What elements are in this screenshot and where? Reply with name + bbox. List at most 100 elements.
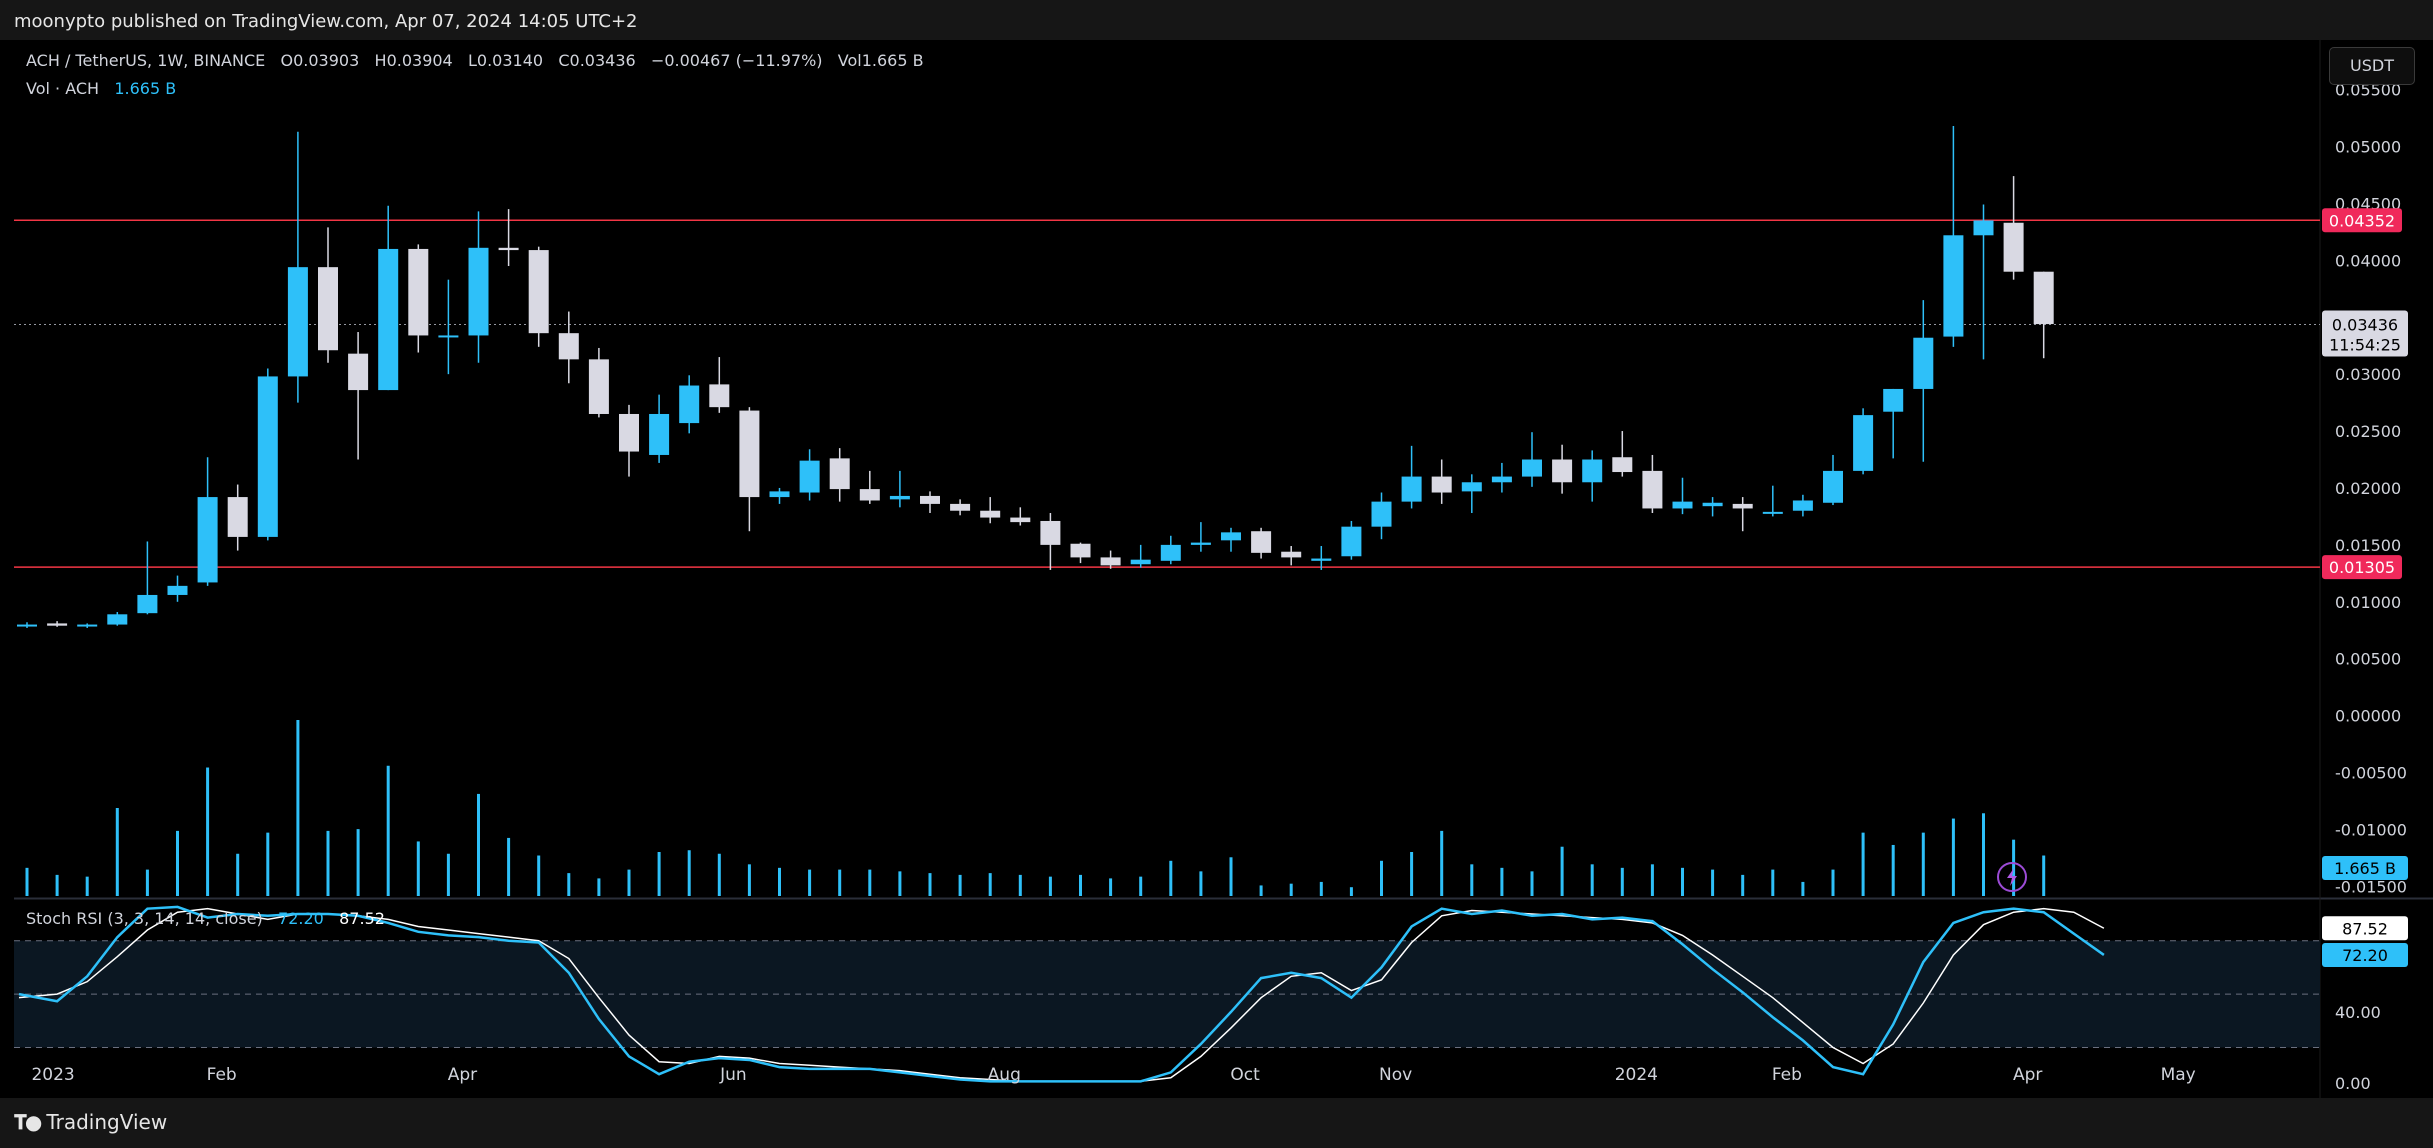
volume-bar — [1771, 869, 1775, 896]
current-price-tag — [2322, 310, 2408, 357]
candle-body — [498, 247, 519, 251]
volume-bar — [868, 869, 872, 896]
candle-body — [197, 497, 218, 583]
time-axis-label: Apr — [448, 1065, 477, 1085]
volume-bar — [1229, 857, 1233, 896]
time-axis-label: Apr — [2013, 1065, 2042, 1085]
candle-body — [1642, 470, 1663, 509]
chart-area[interactable]: 0.055000.050000.045000.040000.035000.030… — [0, 40, 2433, 1098]
candle-body — [287, 267, 308, 377]
candle-body — [980, 510, 1001, 518]
volume-bar — [1199, 871, 1203, 896]
symbol-legend: ACH / TetherUS, 1W, BINANCE O0.03903 H0.… — [26, 51, 924, 70]
price-axis-label: -0.01500 — [2335, 877, 2407, 896]
volume-bar — [115, 808, 119, 896]
stoch-axis-label: 40.00 — [2335, 1003, 2381, 1022]
stoch-d-value: 87.52 — [339, 909, 385, 928]
stoch-k-tag — [2322, 942, 2408, 967]
stoch-d-tag — [2322, 916, 2408, 941]
volume-value: 1.665 B — [114, 79, 177, 98]
ohlc-high: H0.03904 — [374, 51, 453, 70]
volume-bar — [2012, 839, 2016, 896]
candle-body — [1973, 220, 1994, 236]
stoch-k-value: 72.20 — [278, 909, 324, 928]
volume-bar — [1169, 860, 1173, 896]
candle-body — [378, 248, 399, 391]
price-axis-label: 0.02500 — [2335, 422, 2401, 441]
candle-body — [1823, 470, 1843, 503]
volume-bar — [1741, 874, 1745, 896]
volume-bar — [1079, 874, 1082, 896]
candle-body — [1251, 531, 1272, 553]
volume-bar — [1620, 867, 1624, 896]
stoch-k-line — [18, 905, 2105, 1083]
candle-body — [2003, 222, 2024, 272]
candle-body — [1010, 517, 1031, 523]
current-price-label: 0.03436 — [2332, 316, 2398, 335]
volume-bar — [55, 874, 59, 896]
candle-body — [1491, 476, 1512, 483]
volume-bar — [296, 720, 300, 896]
candle-body — [889, 495, 910, 500]
lightning-icon[interactable] — [1997, 862, 2027, 892]
volume-bar — [988, 873, 992, 896]
candle-body — [859, 489, 880, 501]
stoch-legend: Stoch RSI (3, 3, 14, 14, close) 72.20 87… — [26, 909, 385, 928]
candle-body — [17, 624, 37, 627]
volume-bar — [2042, 855, 2046, 896]
volume-bar — [717, 853, 721, 896]
volume-bar — [1018, 874, 1022, 896]
tradingview-logo[interactable]: 𝐓● TradingView — [14, 1110, 167, 1134]
candle-body — [1883, 388, 1904, 412]
volume-bar — [597, 878, 601, 896]
price-axis-label: 0.05000 — [2335, 138, 2401, 157]
symbol-name: ACH / TetherUS, 1W, BINANCE — [26, 51, 266, 70]
volume-bar — [838, 869, 842, 896]
volume-bar — [176, 830, 179, 896]
candle-body — [1792, 500, 1813, 511]
time-axis-label: 2024 — [1615, 1065, 1658, 1085]
candle-body — [1612, 457, 1633, 473]
currency-button[interactable]: USDT — [2329, 47, 2415, 85]
candle-body — [799, 460, 820, 493]
time-axis-label: Jun — [719, 1065, 747, 1085]
candle-body — [1221, 532, 1241, 541]
volume-bar — [507, 837, 511, 896]
price-axis-label: 0.02000 — [2335, 479, 2401, 498]
volume-bar — [1440, 830, 1444, 896]
volume-bar — [1801, 881, 1805, 896]
candle-body — [1190, 542, 1211, 545]
volume-bar — [1139, 876, 1143, 896]
volume-bar — [687, 850, 691, 896]
volume-readout: Vol1.665 B — [837, 51, 924, 70]
candle-body — [227, 497, 248, 537]
candle-body — [619, 413, 639, 452]
volume-bar — [928, 873, 932, 896]
volume-bar — [1891, 844, 1895, 896]
candle-body — [1401, 476, 1422, 502]
volume-bar — [386, 765, 390, 896]
volume-bar — [446, 853, 450, 896]
volume-bar — [808, 869, 812, 896]
volume-bar — [778, 867, 781, 896]
candle-body — [137, 594, 158, 614]
volume-bar — [747, 864, 751, 896]
lightning-bolt-shape — [2007, 868, 2017, 886]
price-axis-label: 0.05500 — [2335, 81, 2401, 100]
volume-bar — [1319, 881, 1323, 896]
tradingview-brand: TradingView — [46, 1110, 168, 1134]
volume-bar — [266, 832, 270, 896]
candle-body — [47, 623, 68, 626]
volume-bar — [1500, 867, 1504, 896]
volume-bar — [958, 874, 962, 896]
price-axis-label: 0.00500 — [2335, 650, 2401, 669]
candle-body — [1732, 503, 1753, 509]
volume-bar — [657, 852, 661, 896]
volume-bar — [477, 793, 480, 896]
time-axis-label: Nov — [1379, 1065, 1412, 1085]
footer-bar: 𝐓● TradingView — [0, 1098, 2433, 1148]
stoch-axis-label: 0.00 — [2335, 1074, 2371, 1093]
candle-body — [1341, 526, 1362, 557]
volume-bar — [206, 767, 210, 896]
candle-body — [1672, 501, 1693, 509]
